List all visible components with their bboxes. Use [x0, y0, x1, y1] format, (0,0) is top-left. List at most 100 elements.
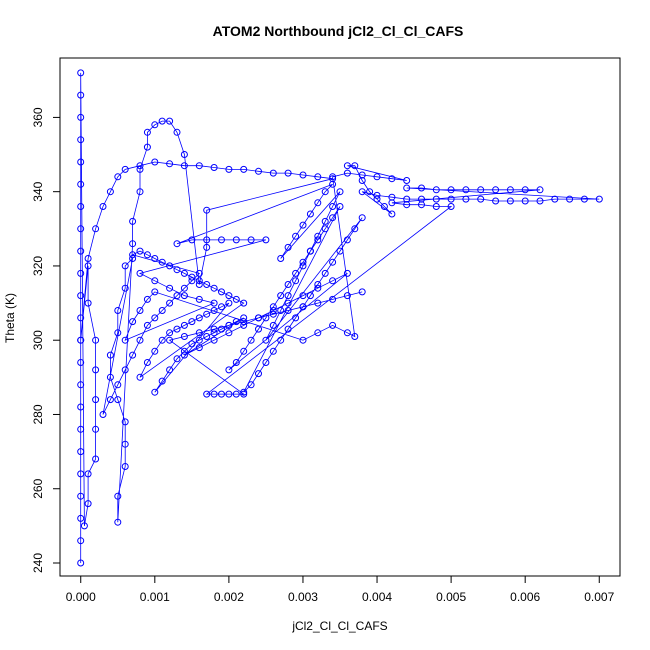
data-point	[447, 186, 455, 194]
data-point	[277, 307, 285, 314]
data-point	[166, 329, 174, 337]
data-point	[99, 411, 107, 418]
data-point	[432, 186, 440, 194]
data-point	[492, 186, 500, 194]
data-point	[218, 236, 225, 244]
data-point	[151, 121, 159, 129]
data-point	[84, 470, 92, 478]
plot-frame	[59, 57, 621, 577]
data-point	[121, 418, 129, 426]
data-point	[232, 359, 240, 366]
data-point	[173, 355, 181, 363]
data-point	[477, 195, 485, 203]
data-point	[136, 336, 144, 344]
data-point	[121, 284, 129, 292]
data-point	[77, 269, 85, 277]
y-tick-label: 340	[31, 181, 45, 201]
data-point	[77, 69, 85, 77]
data-point	[255, 325, 262, 333]
y-tick-label: 240	[31, 553, 45, 573]
data-point	[306, 210, 314, 218]
data-point	[121, 463, 129, 470]
data-point	[269, 310, 277, 318]
data-point	[218, 303, 225, 311]
data-point	[77, 91, 85, 99]
data-point	[136, 307, 144, 314]
x-tick-label: 0.001	[140, 590, 170, 604]
data-point	[136, 162, 144, 170]
data-point	[403, 184, 411, 192]
data-point	[595, 195, 603, 203]
data-point	[77, 336, 85, 344]
data-point	[218, 390, 225, 398]
data-point	[77, 537, 85, 545]
data-point	[432, 203, 440, 210]
data-point	[314, 199, 322, 207]
data-point	[210, 390, 218, 398]
data-point	[136, 373, 144, 381]
data-point	[84, 500, 92, 508]
data-point	[240, 321, 248, 329]
data-point	[299, 221, 307, 229]
data-point	[240, 347, 248, 355]
data-point	[92, 396, 100, 404]
data-point	[225, 292, 233, 300]
data-point	[210, 336, 218, 344]
data-point	[77, 381, 85, 389]
data-point	[210, 284, 218, 292]
data-point	[240, 314, 248, 322]
data-point	[129, 255, 137, 262]
data-point	[292, 269, 300, 277]
data-point	[292, 232, 300, 240]
data-point	[121, 262, 129, 270]
data-point	[299, 303, 307, 311]
x-tick-label: 0.007	[584, 590, 614, 604]
data-point	[262, 359, 270, 366]
data-point	[121, 366, 129, 374]
data-point	[106, 351, 114, 359]
data-point	[195, 314, 203, 322]
data-point	[358, 177, 366, 184]
data-point	[321, 217, 329, 225]
data-point	[314, 173, 322, 181]
data-point	[77, 225, 85, 233]
data-point	[151, 277, 159, 285]
data-point	[299, 336, 307, 344]
data-point	[343, 236, 351, 244]
data-point	[447, 195, 455, 203]
data-point	[366, 188, 374, 196]
data-point	[403, 177, 411, 184]
data-point	[351, 225, 359, 233]
data-point	[173, 325, 181, 333]
series-points	[77, 69, 603, 567]
data-point	[121, 440, 129, 448]
data-point	[358, 214, 366, 222]
x-tick-label: 0.004	[362, 590, 392, 604]
data-point	[92, 366, 100, 374]
data-point	[255, 314, 262, 322]
data-point	[277, 255, 285, 262]
series-connector-lines	[80, 72, 600, 563]
data-point	[580, 195, 588, 203]
data-point	[195, 277, 203, 285]
data-point	[99, 203, 107, 210]
data-point	[218, 325, 225, 333]
data-point	[180, 151, 188, 158]
x-tick-label: 0.003	[288, 590, 318, 604]
data-point	[114, 381, 122, 389]
data-point	[373, 173, 381, 181]
data-point	[284, 169, 292, 177]
data-point	[114, 492, 122, 500]
data-point	[77, 359, 85, 366]
data-point	[247, 336, 255, 344]
data-point	[343, 162, 351, 170]
data-point	[314, 299, 322, 307]
data-point	[477, 186, 485, 194]
data-point	[232, 318, 240, 326]
data-point	[329, 180, 337, 188]
data-point	[566, 195, 574, 203]
data-point	[336, 188, 344, 196]
data-point	[358, 188, 366, 196]
data-point	[240, 390, 248, 398]
data-point	[158, 117, 166, 125]
